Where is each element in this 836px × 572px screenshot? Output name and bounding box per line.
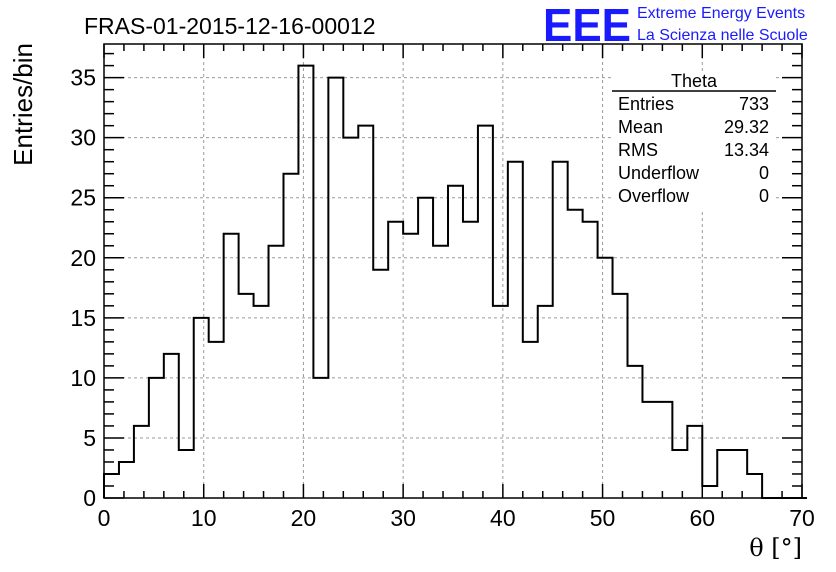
stats-value: 0 <box>759 163 769 183</box>
axis-ticks <box>103 44 803 499</box>
y-tick-label: 25 <box>70 185 96 211</box>
eee-logo-line2: La Scienza nelle Scuole <box>637 27 808 44</box>
stats-rows: Entries 733 Mean 29.32 RMS 13.34 Underflow 0 Ove… <box>618 94 769 206</box>
grid-lines <box>104 44 802 498</box>
y-tick-label: 0 <box>83 485 96 511</box>
chart-title: FRAS-01-2015-12-16-00012 <box>84 13 376 39</box>
stats-label: RMS <box>618 140 658 160</box>
eee-logo-line1: Extreme Energy Events <box>637 5 805 22</box>
stats-value: 13.34 <box>724 140 769 160</box>
stats-box-title: Theta <box>671 71 718 91</box>
x-tick-label: 30 <box>390 505 416 531</box>
stats-label: Underflow <box>618 163 700 183</box>
plot-frame <box>103 43 803 499</box>
x-tick-label: 50 <box>590 505 616 531</box>
x-tick-label: 10 <box>191 505 217 531</box>
x-tick-label: 0 <box>98 505 111 531</box>
tick-labels: 0 10 20 30 40 50 60 70 0 5 10 15 20 25 30 35 <box>70 65 814 531</box>
y-tick-label: 10 <box>70 365 96 391</box>
y-tick-label: 15 <box>70 305 96 331</box>
stats-box-background <box>612 74 776 210</box>
y-tick-label: 35 <box>70 65 96 91</box>
stats-label: Overflow <box>618 186 690 206</box>
histogram-outline <box>103 64 807 499</box>
eee-logo: EEE Extreme Energy Events La Scienza nel… <box>543 0 808 51</box>
stats-value: 0 <box>759 186 769 206</box>
stats-value: 29.32 <box>724 117 769 137</box>
y-tick-label: 30 <box>70 125 96 151</box>
y-tick-label: 5 <box>83 425 96 451</box>
y-tick-label: 20 <box>70 245 96 271</box>
y-axis-label: Entries/bin <box>8 43 38 166</box>
stats-label: Entries <box>618 94 674 114</box>
stats-box: Theta Entries 733 Mean 29.32 RMS 13.34 Underfl… <box>612 71 776 210</box>
x-tick-label: 60 <box>689 505 715 531</box>
stats-value: 733 <box>739 94 769 114</box>
x-axis-label: θ [°] <box>749 534 802 562</box>
eee-logo-mark: EEE <box>543 0 631 51</box>
x-tick-label: 20 <box>291 505 317 531</box>
x-tick-label: 70 <box>789 505 815 531</box>
stats-label: Mean <box>618 117 663 137</box>
x-tick-label: 40 <box>490 505 516 531</box>
